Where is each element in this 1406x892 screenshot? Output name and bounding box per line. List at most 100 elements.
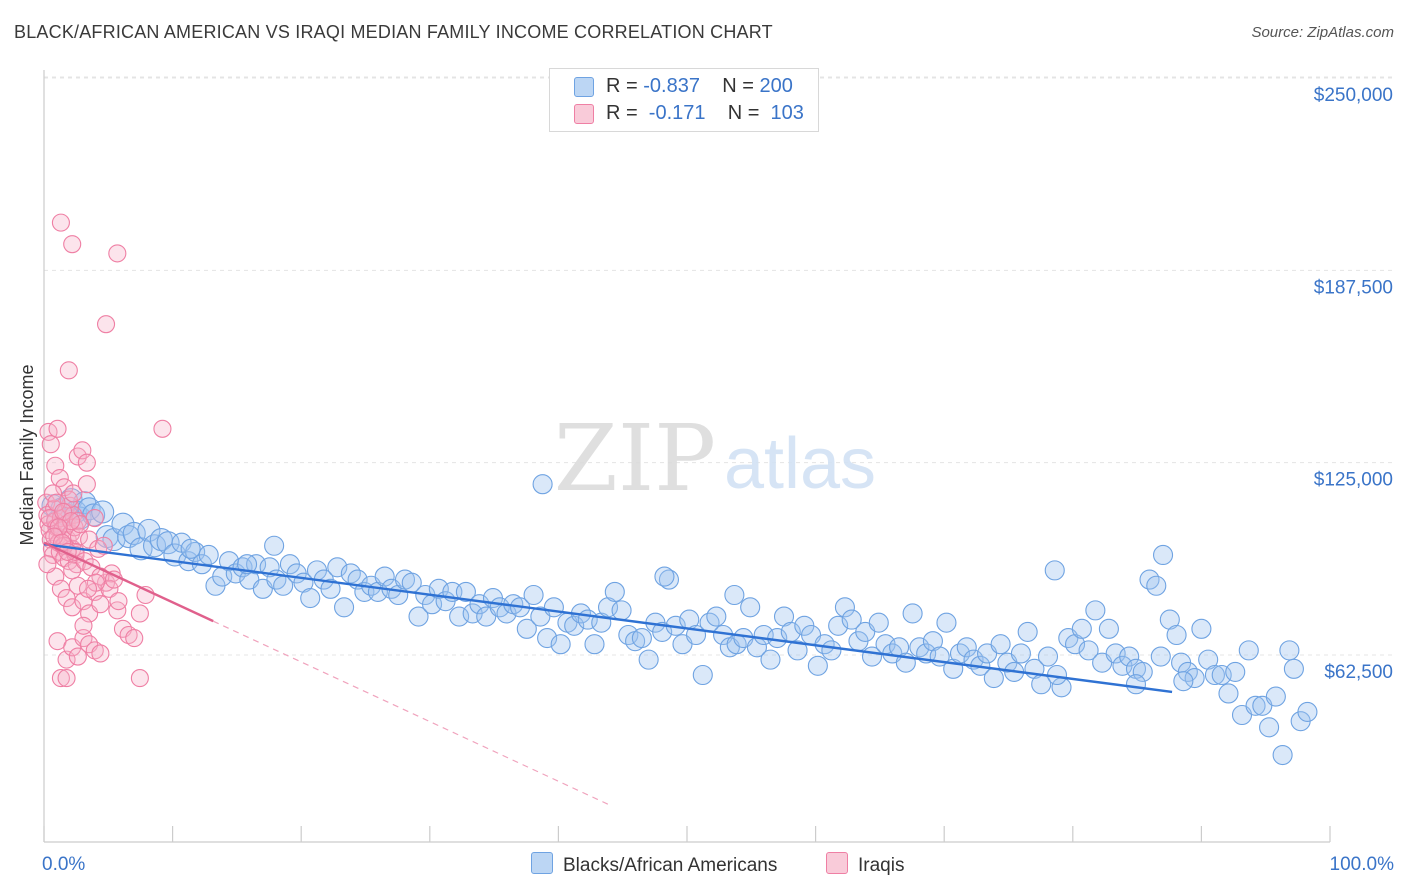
point-blacks bbox=[334, 597, 355, 618]
axes bbox=[43, 70, 1331, 843]
point-blacks bbox=[1245, 695, 1266, 716]
point-iraqis bbox=[47, 493, 66, 512]
point-iraqis bbox=[89, 539, 108, 558]
point-blacks bbox=[91, 500, 115, 524]
point-iraqis bbox=[96, 315, 116, 334]
point-blacks bbox=[537, 628, 558, 649]
point-blacks bbox=[564, 615, 585, 636]
point-blacks bbox=[543, 597, 564, 618]
point-blacks bbox=[300, 588, 321, 609]
series-iraqis-points bbox=[37, 213, 172, 688]
x-tick-label-start: 0.0% bbox=[42, 854, 85, 875]
point-blacks bbox=[604, 581, 625, 602]
point-blacks bbox=[868, 612, 889, 633]
point-iraqis bbox=[49, 518, 68, 537]
point-iraqis bbox=[77, 475, 96, 494]
legend-r-value: -0.171 bbox=[643, 102, 706, 124]
y-tick-label: $250,000 bbox=[1314, 85, 1393, 106]
point-iraqis bbox=[108, 244, 127, 263]
trend-line-iraqis bbox=[43, 541, 214, 623]
point-blacks bbox=[956, 637, 977, 658]
trend-line-blacks bbox=[43, 543, 1173, 694]
point-blacks bbox=[828, 615, 849, 636]
point-blacks bbox=[1204, 664, 1225, 686]
point-blacks bbox=[902, 603, 923, 624]
point-iraqis bbox=[68, 647, 87, 666]
point-blacks bbox=[1225, 661, 1246, 682]
point-iraqis bbox=[59, 361, 78, 380]
point-blacks bbox=[374, 566, 395, 587]
point-blacks bbox=[638, 649, 659, 670]
point-blacks bbox=[1085, 600, 1106, 621]
point-blacks bbox=[611, 600, 632, 621]
legend-box: R = -0.837 N = 200 R = -0.171 N = 103 bbox=[549, 68, 819, 132]
point-blacks bbox=[1044, 560, 1065, 581]
point-blacks bbox=[1105, 643, 1126, 664]
point-blacks bbox=[692, 664, 713, 686]
point-iraqis bbox=[57, 669, 76, 688]
point-blacks bbox=[1152, 544, 1174, 566]
point-blacks bbox=[180, 538, 201, 559]
tick-labels: $62,500 $125,000 $187,500 $250,000 0.0% 100.0… bbox=[17, 85, 1394, 875]
point-blacks bbox=[1259, 717, 1280, 738]
bottom-legend-label-iraqis: Iraqis bbox=[858, 855, 905, 876]
point-blacks bbox=[122, 521, 146, 545]
point-blacks bbox=[1211, 664, 1232, 686]
legend-r-label: R = bbox=[606, 75, 644, 97]
point-blacks bbox=[449, 606, 470, 627]
point-iraqis bbox=[63, 235, 82, 254]
point-blacks bbox=[706, 606, 727, 627]
point-blacks bbox=[760, 649, 781, 670]
point-blacks bbox=[237, 554, 258, 575]
bottom-legend-iraqis: Iraqis bbox=[826, 852, 904, 877]
point-blacks bbox=[455, 581, 476, 602]
point-iraqis bbox=[51, 213, 70, 232]
point-iraqis bbox=[63, 561, 82, 580]
point-iraqis bbox=[38, 555, 57, 574]
point-blacks bbox=[740, 597, 761, 618]
point-iraqis bbox=[48, 419, 67, 438]
point-blacks bbox=[652, 621, 673, 642]
point-blacks bbox=[1010, 643, 1031, 664]
x-tick-label-end: 100.0% bbox=[1330, 854, 1395, 875]
point-blacks bbox=[1098, 618, 1119, 639]
series-blacks-points bbox=[41, 474, 1318, 766]
legend-r-value: -0.837 bbox=[643, 75, 700, 97]
point-iraqis bbox=[74, 616, 93, 635]
point-iraqis bbox=[94, 536, 113, 555]
point-iraqis bbox=[64, 484, 83, 503]
point-blacks bbox=[834, 597, 855, 618]
point-iraqis bbox=[78, 579, 98, 598]
point-blacks bbox=[428, 578, 449, 599]
point-blacks bbox=[408, 606, 429, 627]
point-blacks bbox=[1146, 575, 1167, 596]
legend-n-label: N = bbox=[727, 102, 765, 124]
point-iraqis bbox=[85, 641, 104, 660]
point-iraqis bbox=[91, 644, 110, 663]
point-iraqis bbox=[100, 579, 119, 598]
point-iraqis bbox=[63, 598, 82, 617]
point-blacks bbox=[1283, 658, 1304, 679]
watermark-zip: ZIP bbox=[554, 405, 716, 512]
point-blacks bbox=[1265, 686, 1286, 707]
point-blacks bbox=[1173, 671, 1194, 692]
y-tick-label: $125,000 bbox=[1314, 470, 1393, 491]
point-iraqis bbox=[153, 419, 172, 438]
legend-n-value: 103 bbox=[765, 102, 804, 124]
point-iraqis bbox=[91, 595, 110, 614]
y-axis-label: Median Family Income bbox=[17, 364, 37, 545]
point-iraqis bbox=[130, 669, 149, 688]
legend-row-iraqis: R = -0.171 N = 103 bbox=[574, 102, 804, 126]
point-blacks bbox=[1037, 646, 1059, 667]
trend-lines bbox=[43, 541, 1173, 805]
bottom-legend-swatch-iraqis bbox=[826, 852, 848, 874]
point-blacks bbox=[516, 618, 537, 639]
y-tick-label: $62,500 bbox=[1324, 662, 1393, 683]
legend-swatch-iraqis bbox=[574, 104, 594, 124]
watermark-atlas: atlas bbox=[724, 424, 876, 504]
legend-row-blacks: R = -0.837 N = 200 bbox=[574, 75, 793, 99]
point-blacks bbox=[523, 584, 544, 606]
point-blacks bbox=[532, 474, 553, 495]
point-iraqis bbox=[77, 453, 96, 472]
